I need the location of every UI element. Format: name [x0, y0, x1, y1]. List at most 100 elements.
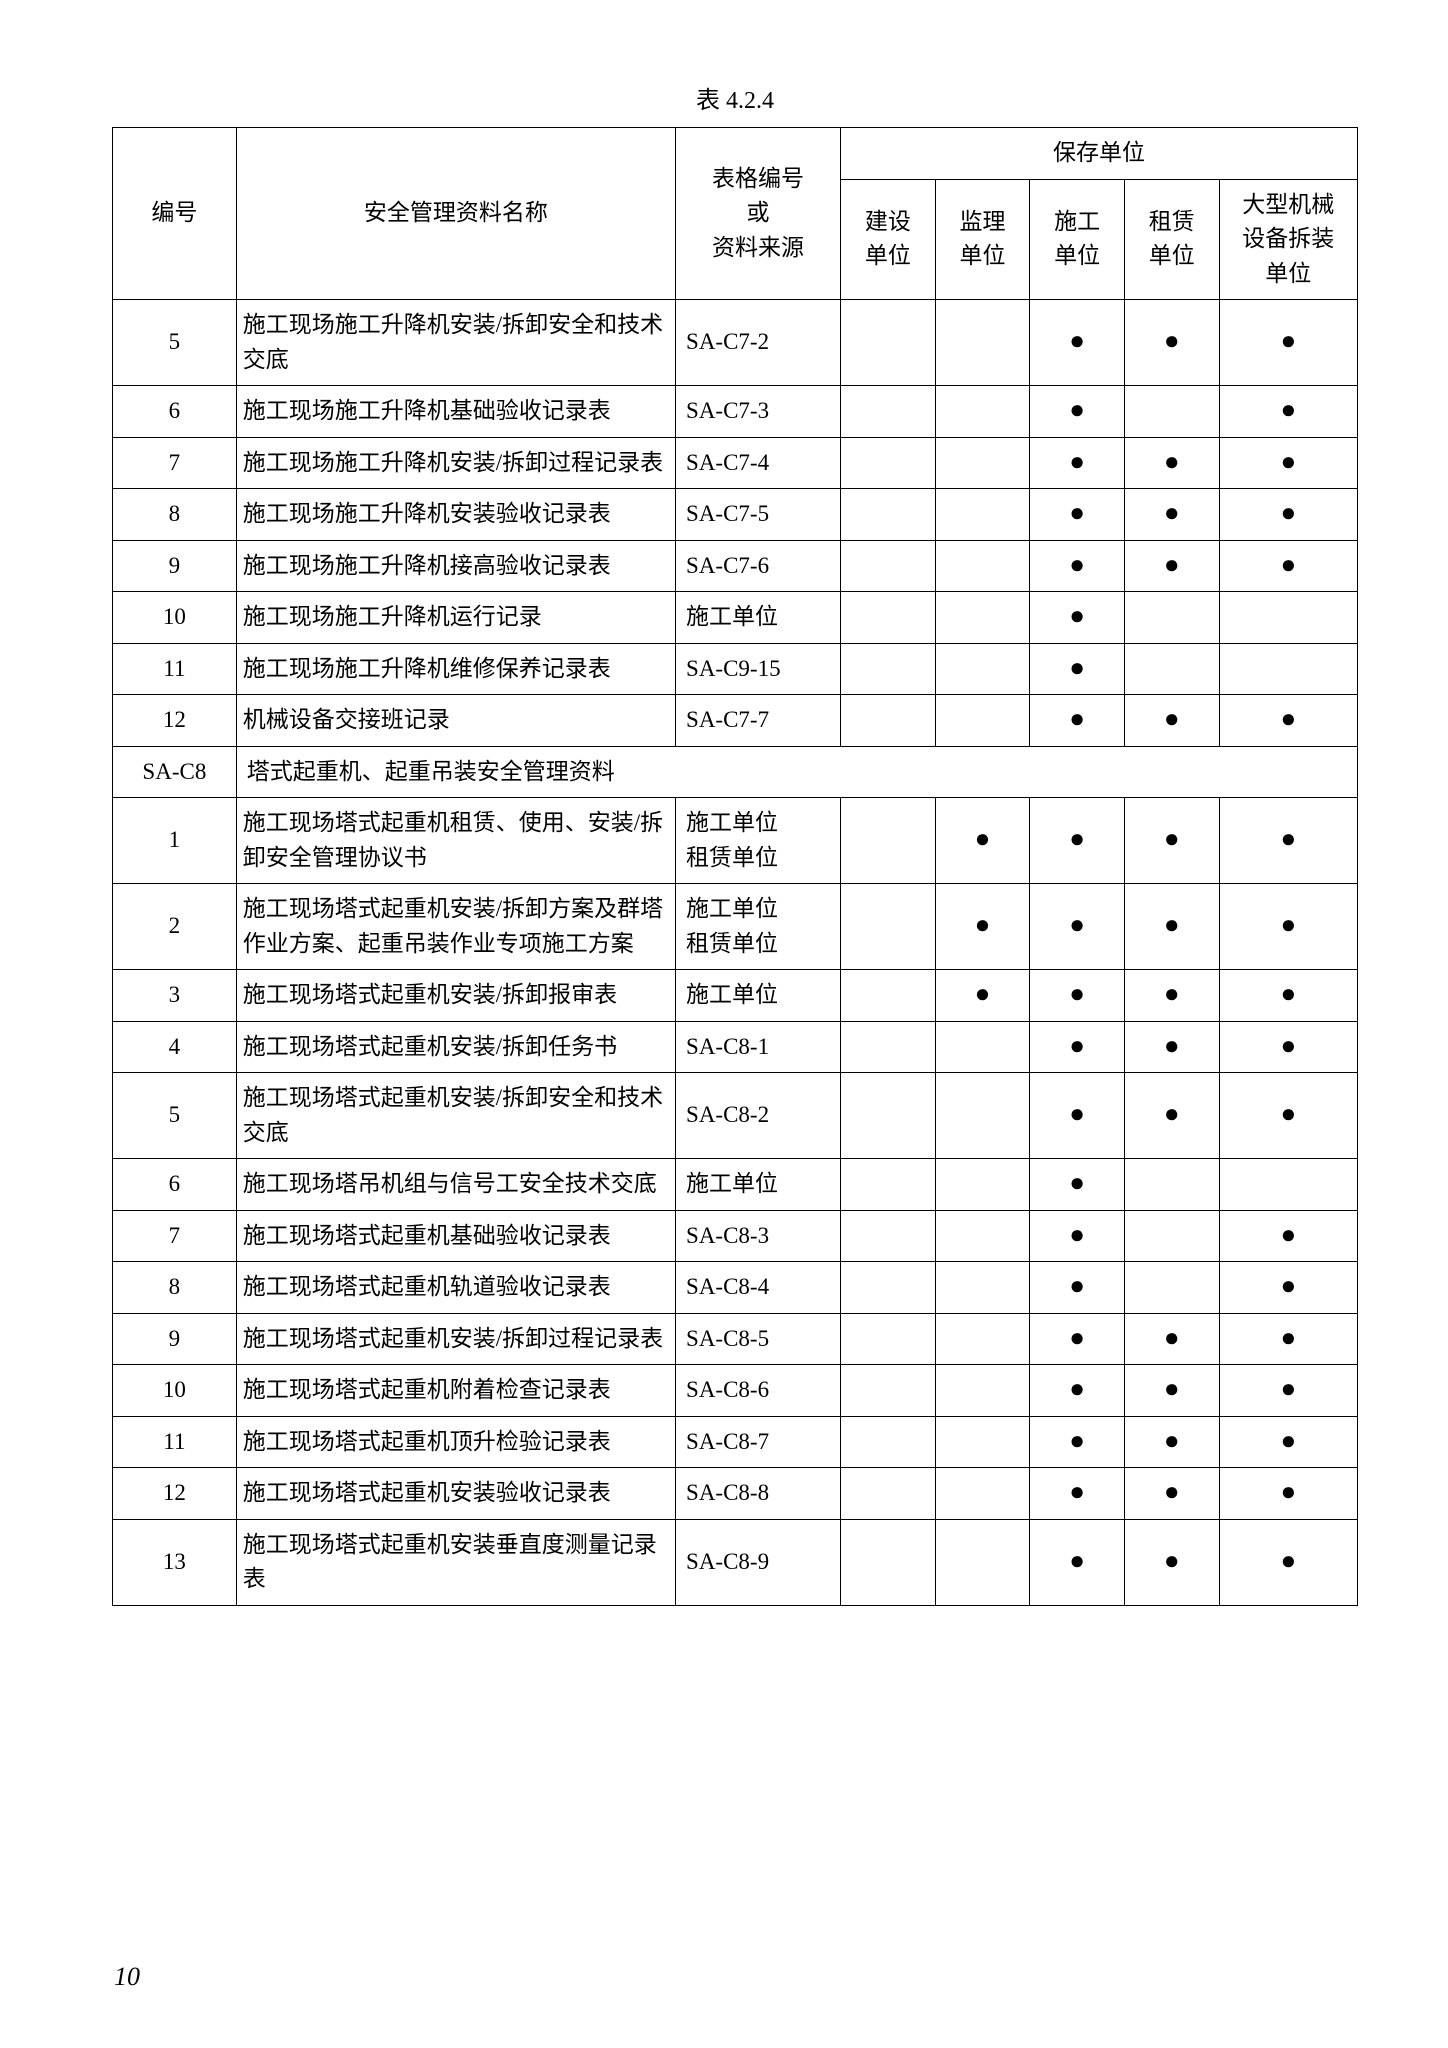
table-row: SA-C8塔式起重机、起重吊装安全管理资料 [113, 746, 1358, 798]
unit-cell: ● [1030, 1519, 1125, 1605]
unit-cell: ● [1124, 1313, 1219, 1365]
dot-icon: ● [1280, 1426, 1296, 1455]
row-name: 施工现场施工升降机接高验收记录表 [236, 540, 675, 592]
unit-cell: ● [1219, 300, 1357, 386]
table-row: 7施工现场施工升降机安装/拆卸过程记录表SA-C7-4●●● [113, 437, 1358, 489]
dot-icon: ● [1280, 1323, 1296, 1352]
unit-cell [935, 1519, 1030, 1605]
unit-cell [935, 695, 1030, 747]
unit-cell: ● [1219, 1468, 1357, 1520]
row-id: 4 [113, 1021, 237, 1073]
dot-icon: ● [1164, 1477, 1180, 1506]
dot-icon: ● [1069, 1323, 1085, 1352]
row-id: 2 [113, 884, 237, 970]
dot-icon: ● [1164, 447, 1180, 476]
row-form: SA-C7-5 [676, 489, 841, 541]
unit-cell: ● [1030, 695, 1125, 747]
unit-cell: ● [1219, 695, 1357, 747]
unit-cell [841, 1416, 936, 1468]
table-row: 2施工现场塔式起重机安装/拆卸方案及群塔作业方案、起重吊装作业专项施工方案施工单… [113, 884, 1358, 970]
unit-cell [841, 1519, 936, 1605]
table-row: 9施工现场塔式起重机安装/拆卸过程记录表SA-C8-5●●● [113, 1313, 1358, 1365]
row-form: SA-C9-15 [676, 643, 841, 695]
unit-cell: ● [1030, 386, 1125, 438]
unit-cell: ● [1219, 1313, 1357, 1365]
unit-cell [841, 884, 936, 970]
row-id: 9 [113, 1313, 237, 1365]
unit-cell: ● [1030, 1468, 1125, 1520]
table-row: 9施工现场施工升降机接高验收记录表SA-C7-6●●● [113, 540, 1358, 592]
row-form: 施工单位 [676, 970, 841, 1022]
dot-icon: ● [1164, 824, 1180, 853]
unit-cell: ● [1030, 1159, 1125, 1211]
row-name: 施工现场塔式起重机安装/拆卸报审表 [236, 970, 675, 1022]
row-id: 6 [113, 1159, 237, 1211]
row-id: 12 [113, 1468, 237, 1520]
unit-cell: ● [1124, 1021, 1219, 1073]
row-id: 12 [113, 695, 237, 747]
row-form: SA-C8-3 [676, 1210, 841, 1262]
row-name: 施工现场塔式起重机轨道验收记录表 [236, 1262, 675, 1314]
unit-cell: ● [1124, 437, 1219, 489]
dot-icon: ● [1069, 1168, 1085, 1197]
unit-cell: ● [1030, 884, 1125, 970]
dot-icon: ● [975, 824, 991, 853]
table-row: 1施工现场塔式起重机租赁、使用、安装/拆卸安全管理协议书施工单位租赁单位●●●● [113, 798, 1358, 884]
row-id: 7 [113, 1210, 237, 1262]
unit-cell [935, 1159, 1030, 1211]
table-row: 11施工现场施工升降机维修保养记录表SA-C9-15● [113, 643, 1358, 695]
table-row: 5施工现场施工升降机安装/拆卸安全和技术交底SA-C7-2●●● [113, 300, 1358, 386]
dot-icon: ● [1164, 1323, 1180, 1352]
row-name: 施工现场施工升降机基础验收记录表 [236, 386, 675, 438]
unit-cell: ● [1030, 1416, 1125, 1468]
row-form: 施工单位 [676, 592, 841, 644]
dot-icon: ● [1069, 395, 1085, 424]
dot-icon: ● [1280, 1220, 1296, 1249]
row-id: 7 [113, 437, 237, 489]
unit-cell [841, 970, 936, 1022]
unit-cell: ● [1030, 643, 1125, 695]
dot-icon: ● [1280, 550, 1296, 579]
row-name: 施工现场塔吊机组与信号工安全技术交底 [236, 1159, 675, 1211]
unit-cell: ● [1124, 1519, 1219, 1605]
row-id: 8 [113, 489, 237, 541]
table-row: 10施工现场塔式起重机附着检查记录表SA-C8-6●●● [113, 1365, 1358, 1417]
unit-cell [935, 1365, 1030, 1417]
dot-icon: ● [1280, 395, 1296, 424]
header-keep-unit: 保存单位 [841, 128, 1358, 180]
row-id: 10 [113, 592, 237, 644]
table-row: 6施工现场施工升降机基础验收记录表SA-C7-3●● [113, 386, 1358, 438]
dot-icon: ● [975, 979, 991, 1008]
unit-cell [935, 643, 1030, 695]
dot-icon: ● [1280, 498, 1296, 527]
row-form: SA-C8-1 [676, 1021, 841, 1073]
row-form: SA-C8-7 [676, 1416, 841, 1468]
dot-icon: ● [975, 910, 991, 939]
unit-cell: ● [1219, 1416, 1357, 1468]
row-form: 施工单位租赁单位 [676, 884, 841, 970]
unit-cell: ● [1124, 489, 1219, 541]
dot-icon: ● [1280, 326, 1296, 355]
unit-cell [841, 1210, 936, 1262]
row-form: SA-C8-5 [676, 1313, 841, 1365]
row-form: SA-C8-9 [676, 1519, 841, 1605]
row-id: 9 [113, 540, 237, 592]
row-id: 5 [113, 300, 237, 386]
dot-icon: ● [1164, 498, 1180, 527]
unit-cell: ● [1124, 970, 1219, 1022]
unit-cell [1124, 1159, 1219, 1211]
row-name: 施工现场塔式起重机租赁、使用、安装/拆卸安全管理协议书 [236, 798, 675, 884]
dot-icon: ● [1069, 704, 1085, 733]
row-name: 施工现场施工升降机安装/拆卸安全和技术交底 [236, 300, 675, 386]
unit-cell [841, 1365, 936, 1417]
row-name: 施工现场塔式起重机安装垂直度测量记录表 [236, 1519, 675, 1605]
row-form: SA-C7-3 [676, 386, 841, 438]
table-row: 7施工现场塔式起重机基础验收记录表SA-C8-3●● [113, 1210, 1358, 1262]
dot-icon: ● [1164, 910, 1180, 939]
unit-cell: ● [1124, 1365, 1219, 1417]
table-row: 13施工现场塔式起重机安装垂直度测量记录表SA-C8-9●●● [113, 1519, 1358, 1605]
row-id: 1 [113, 798, 237, 884]
dot-icon: ● [1280, 824, 1296, 853]
unit-cell [841, 540, 936, 592]
dot-icon: ● [1069, 1546, 1085, 1575]
